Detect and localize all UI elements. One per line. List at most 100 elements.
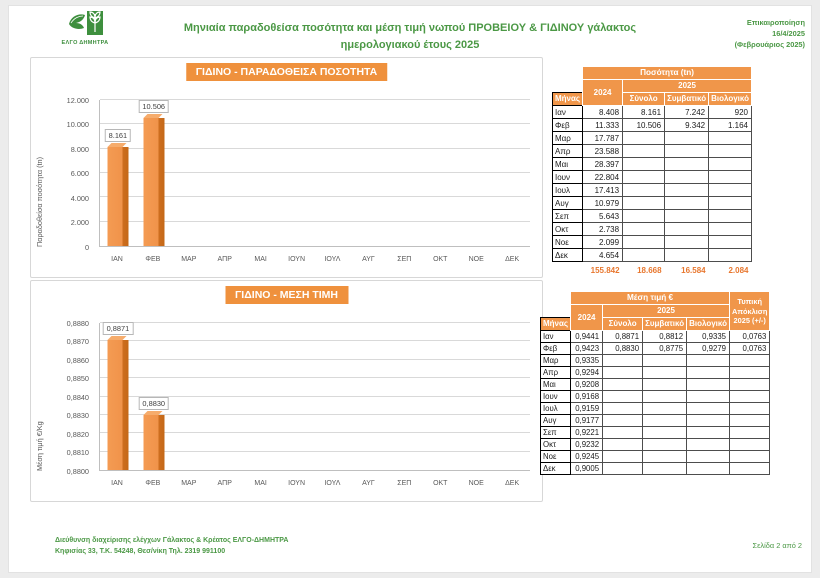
table-row: Μαι 28.397: [551, 157, 752, 172]
month-slot: [494, 100, 530, 246]
value-cell: 0,8775: [642, 342, 688, 356]
price-y-axis: 0,8800 0,8810 0,8820 0,8830 0,8840 0,8850 0,88…: [31, 319, 95, 476]
x-axis-label: ΦΕΒ: [145, 256, 161, 263]
table-row: Ιουν 22.804: [551, 170, 752, 185]
y-tick-label: 8.000: [70, 144, 89, 154]
value-cell: [686, 402, 730, 416]
month-slot: [315, 323, 351, 470]
x-axis-label: ΙΑΝ: [111, 256, 123, 263]
value-cell: [664, 196, 710, 211]
value-cell: [664, 157, 710, 172]
value-cell: 9.342: [664, 118, 710, 133]
value-cell: [686, 390, 730, 404]
value-cell: [728, 378, 771, 392]
month-slot: [172, 323, 208, 470]
gridline: [100, 196, 530, 198]
value-cell: [622, 248, 666, 263]
x-axis-label: ΣΕΠ: [397, 256, 412, 263]
value-cell: [728, 450, 771, 464]
y-tick-label: 2.000: [70, 218, 89, 228]
value-cell: [622, 131, 666, 146]
month-slot: 0,8871: [100, 321, 136, 470]
gridline: [100, 377, 530, 379]
value-cell: [728, 426, 771, 440]
stdev-column-header: Τυπική Απόκλιση 2025 (+/-): [728, 290, 771, 332]
value-cell: 920: [708, 105, 752, 120]
month-slot: [172, 100, 208, 246]
value-cell: [622, 170, 666, 185]
page-title: Μηνιαία παραδοθείσα ποσότητα και μέση τι…: [165, 20, 655, 54]
y-tick-label: 0,8860: [66, 355, 89, 365]
table-row: Ιαν 8.408 8.161 7.242 920: [551, 105, 752, 120]
x-axis-label: ΙΟΥΝ: [288, 256, 306, 263]
value-cell: 1.164: [708, 118, 752, 133]
month-slot: [351, 100, 387, 246]
sub-column-header: Συμβατικό: [642, 317, 688, 332]
month-slot: [387, 100, 423, 246]
value-cell: [708, 248, 752, 263]
value-cell: [664, 222, 710, 237]
month-slot: [279, 323, 315, 470]
sub-column-header: Βιολογικό: [708, 92, 752, 107]
value-cell: [728, 366, 771, 380]
y-tick-label: 0,8830: [66, 411, 89, 420]
sub-column-header: Σύνολο: [622, 92, 666, 107]
spacer-cell: [541, 305, 571, 318]
value-cell: [664, 131, 710, 146]
x-axis-label: ΣΕΠ: [397, 480, 412, 487]
month-slot: [207, 100, 243, 246]
value-cell: [686, 414, 730, 428]
value-cell: 10.979: [582, 196, 624, 211]
table-row: Φεβ 11.333 10.506 9.342 1.164: [551, 118, 752, 133]
update-period: (Φεβρουάριος 2025): [734, 40, 805, 50]
month-cell: Ιαν: [539, 330, 572, 344]
price-table: Μέση τιμή € Τυπική Απόκλιση 2025 (+/-) 202…: [539, 290, 771, 476]
value-cell: [686, 366, 730, 380]
month-slot: [351, 323, 387, 470]
month-slot: [243, 323, 279, 470]
page-title-line1: Μηνιαία παραδοθείσα ποσότητα και μέση τι…: [183, 22, 637, 34]
price-chart-title: ΓΙΔΙΝΟ - ΜΕΣΗ ΤΙΜΗ: [225, 286, 348, 304]
bar-ΦΕΒ: [143, 118, 165, 246]
gridline: [100, 322, 530, 323]
bar-value-label: 10.506: [138, 100, 170, 114]
y-tick-label: 0: [84, 242, 89, 252]
value-cell: 0,9423: [570, 342, 604, 356]
value-cell: [728, 414, 771, 428]
quantity-table: Ποσότητα (tn) 2024 2025 Μήνας Σύνολο Συμβατικ…: [551, 65, 752, 276]
month-cell: Σεπ: [539, 426, 572, 440]
y-tick-label: 4.000: [70, 193, 89, 203]
month-slot: [458, 323, 494, 470]
value-cell: [686, 438, 730, 452]
month-cell: Οκτ: [539, 438, 572, 452]
table-row: Νοε 2.099: [551, 235, 752, 250]
month-cell: Ιαν: [551, 105, 584, 120]
sub-column-header: Βιολογικό: [686, 317, 730, 332]
value-cell: 0,9005: [570, 462, 604, 476]
x-axis-label: ΝΟΕ: [468, 480, 484, 487]
value-cell: [642, 366, 688, 380]
value-cell: 0,9221: [570, 426, 604, 440]
table-row: Νοε 0,9245: [539, 450, 771, 464]
month-slot: [207, 323, 243, 470]
value-cell: [664, 170, 710, 185]
month-cell: Δεκ: [539, 462, 572, 476]
quantity-chart-panel: ΓΙΔΙΝΟ - ΠΑΡΑΔΟΘΕΙΣΑ ΠΟΣΟΤΗΤΑ Παραδοθείσ…: [30, 57, 543, 278]
value-cell: [708, 144, 752, 159]
sub-column-header: Συμβατικό: [664, 92, 710, 107]
y-tick-label: 0,8880: [66, 318, 89, 328]
elgo-dimitra-logo: ΕΛΓΟ ΔΗΜΗΤΡΑ: [55, 10, 115, 50]
value-cell: 8.161: [622, 105, 666, 120]
month-slot: 10.506: [136, 100, 172, 246]
value-cell: 10.506: [622, 118, 666, 133]
table-row: Μαρ 17.787: [551, 131, 752, 146]
x-axis-label: ΜΑΡ: [181, 480, 197, 487]
total-cell: 16.584: [681, 265, 706, 275]
value-cell: [602, 378, 644, 392]
table-row: Ιουν 0,9168: [539, 390, 771, 404]
month-cell: Ιουλ: [551, 183, 584, 198]
value-cell: [642, 450, 688, 464]
value-cell: 0,9335: [570, 354, 604, 368]
col-header-2024: 2024: [582, 79, 624, 107]
value-cell: [602, 462, 644, 476]
